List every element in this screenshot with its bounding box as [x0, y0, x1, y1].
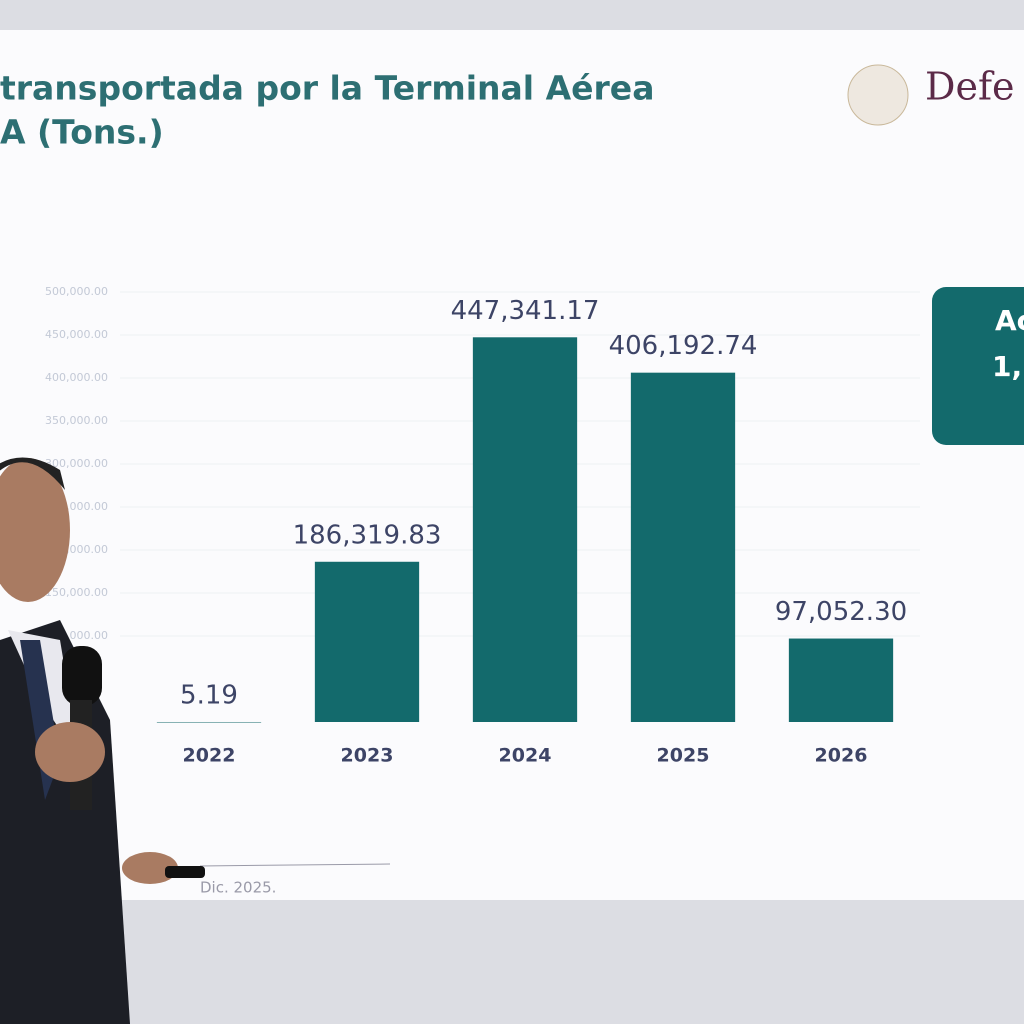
- footnote-rule: [199, 863, 391, 867]
- y-tick-label: 450,000.00: [45, 328, 108, 341]
- speaker: [0, 457, 205, 1024]
- y-tick-label: 300,000.00: [45, 457, 108, 470]
- bar: [788, 638, 894, 722]
- bar: [314, 561, 420, 722]
- y-tick-label: 400,000.00: [45, 371, 108, 384]
- logo-text: Defe: [925, 65, 1015, 109]
- bar: [472, 337, 578, 722]
- data-label: 97,052.30: [775, 597, 907, 627]
- bar: [630, 372, 736, 722]
- data-label: 186,319.83: [293, 520, 442, 550]
- y-tick-label: 150,000.00: [45, 586, 108, 599]
- y-tick-label: 500,000.00: [45, 285, 108, 298]
- chart-subtitle: A (Tons.): [0, 113, 164, 152]
- footnote: Dic. 2025.: [200, 879, 276, 897]
- summary-box: [932, 287, 1024, 445]
- bar: [156, 721, 262, 723]
- x-tick-label: 2022: [183, 745, 236, 767]
- y-tick-label: 350,000.00: [45, 414, 108, 427]
- x-tick-label: 2023: [341, 745, 394, 767]
- x-tick-label: 2026: [815, 745, 868, 767]
- data-label: 5.19: [180, 680, 238, 710]
- data-label: 406,192.74: [609, 331, 758, 361]
- x-tick-label: 2024: [499, 745, 552, 767]
- logo-emblem: [847, 64, 909, 126]
- x-tick-label: 2025: [657, 745, 710, 767]
- data-label: 447,341.17: [451, 296, 600, 326]
- summary-text: Ac: [995, 304, 1024, 337]
- summary-text: 1,: [992, 350, 1022, 383]
- chart-title: transportada por la Terminal Aérea: [0, 69, 654, 108]
